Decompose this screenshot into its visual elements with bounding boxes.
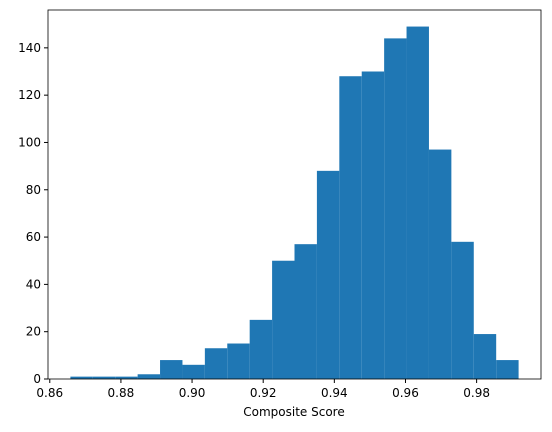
y-tick-label: 100 [18, 135, 41, 149]
bar [137, 374, 161, 379]
y-tick-label: 60 [26, 230, 41, 244]
bar [249, 319, 273, 379]
bar [428, 149, 452, 379]
plot-frame [47, 9, 542, 380]
bar [339, 76, 362, 379]
y-tick-label: 140 [18, 41, 41, 55]
y-tick-label: 20 [26, 325, 41, 339]
x-tick-label: 0.92 [250, 386, 277, 400]
bar [92, 376, 116, 379]
bar [294, 244, 317, 379]
bar [361, 71, 385, 379]
y-tick-label: 40 [26, 277, 41, 291]
bar [406, 26, 429, 380]
x-tick-label: 0.86 [36, 386, 63, 400]
bar [227, 343, 250, 379]
bar [204, 348, 228, 379]
bar [473, 334, 497, 379]
x-tick-label: 0.94 [321, 386, 348, 400]
bar [115, 376, 138, 379]
bar [160, 360, 183, 379]
bar [70, 376, 93, 379]
y-tick-label: 80 [26, 183, 41, 197]
bar [272, 260, 295, 379]
x-axis-label: Composite Score [243, 405, 344, 419]
bar [316, 170, 340, 379]
y-tick-label: 0 [33, 372, 41, 386]
bar [451, 241, 474, 379]
x-tick-label: 0.90 [179, 386, 206, 400]
bar [384, 38, 407, 380]
y-tick-label: 120 [18, 88, 41, 102]
x-tick-label: 0.96 [392, 386, 419, 400]
x-tick-label: 0.98 [463, 386, 490, 400]
bar [496, 360, 519, 379]
bar [182, 364, 205, 379]
x-tick-label: 0.88 [108, 386, 135, 400]
